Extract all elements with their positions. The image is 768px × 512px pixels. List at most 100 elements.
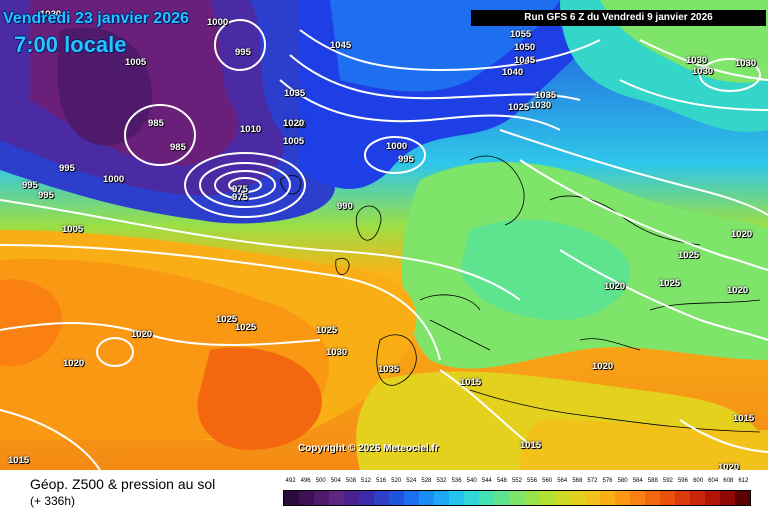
scale-swatch <box>299 491 315 505</box>
isobar-label: 1020 <box>718 462 740 473</box>
scale-tick: 492 <box>285 478 296 484</box>
scale-swatch <box>659 491 675 505</box>
scale-tick: 500 <box>315 478 326 484</box>
isobar-label: 1005 <box>125 57 147 68</box>
scale-swatch <box>524 491 540 505</box>
scale-tick: 516 <box>376 478 387 484</box>
isobar-label: 975 <box>232 184 248 195</box>
scale-swatch <box>359 491 375 505</box>
isobar-label: 995 <box>38 190 54 201</box>
isobar-label: 990 <box>337 201 353 212</box>
isobar-label: 1035 <box>284 119 306 130</box>
isobar-label: 1035 <box>284 88 306 99</box>
scale-tick: 508 <box>345 478 356 484</box>
scale-tick: 496 <box>300 478 311 484</box>
isobar-label: 1005 <box>62 224 84 235</box>
legend-title: Géop. Z500 & pression au sol <box>30 476 216 492</box>
scale-swatch <box>689 491 705 505</box>
scale-tick: 548 <box>496 478 507 484</box>
isobar-label: 1050 <box>514 42 536 53</box>
isobar-label: 1030 <box>530 100 552 111</box>
scale-tick: 536 <box>451 478 462 484</box>
scale-tick: 524 <box>406 478 417 484</box>
scale-swatch <box>449 491 465 505</box>
isobar-label: 1020 <box>63 358 85 369</box>
scale-swatch <box>374 491 390 505</box>
scale-tick: 592 <box>662 478 673 484</box>
isobar-label: 1015 <box>460 377 482 388</box>
scale-tick: 600 <box>693 478 704 484</box>
scale-tick: 540 <box>466 478 477 484</box>
isobar-label: 1025 <box>216 314 238 325</box>
isobar-label: 1020 <box>131 329 153 340</box>
color-scale: 492 496 500 504 508 512 516 520 524 528 532 536 540 5… <box>283 478 751 508</box>
isobar-label: 1025 <box>316 325 338 336</box>
scale-tick: 572 <box>587 478 598 484</box>
scale-swatch <box>704 491 720 505</box>
scale-tick: 532 <box>436 478 447 484</box>
scale-tick: 608 <box>723 478 734 484</box>
scale-swatch <box>404 491 420 505</box>
isobar-label: 985 <box>148 118 164 129</box>
isobar-label: 1045 <box>330 40 352 51</box>
isobar-label: 995 <box>22 180 38 191</box>
isobar-label: 1005 <box>283 136 305 147</box>
isobar-label: 1045 <box>514 55 536 66</box>
isobar-label: 1015 <box>8 455 30 466</box>
isobar-label: 1025 <box>678 250 700 261</box>
scale-swatch <box>539 491 555 505</box>
scale-swatch <box>644 491 660 505</box>
scale-swatch <box>344 491 360 505</box>
scale-swatches <box>283 490 751 506</box>
isobar-label: 1020 <box>727 285 749 296</box>
scale-tick: 584 <box>632 478 643 484</box>
scale-swatch <box>479 491 495 505</box>
scale-swatch <box>554 491 570 505</box>
scale-swatch <box>329 491 345 505</box>
isobar-label: 1020 <box>592 361 614 372</box>
scale-tick: 528 <box>421 478 432 484</box>
forecast-time: 7:00 locale <box>14 32 127 57</box>
scale-swatch <box>494 491 510 505</box>
scale-swatch <box>719 491 735 505</box>
scale-swatch <box>464 491 480 505</box>
isobar-label: 1030 <box>326 347 348 358</box>
isobar-label: 1000 <box>386 141 408 152</box>
map-graphic <box>0 0 768 470</box>
weather-map: 1000 1030 995 1005 1045 1055 1050 1045 1040 1030 1… <box>0 0 768 473</box>
scale-swatch <box>569 491 585 505</box>
scale-tick: 568 <box>572 478 583 484</box>
isobar-label: 985 <box>170 142 186 153</box>
isobar-label: 1030 <box>686 55 708 66</box>
isobar-label: 1020 <box>604 281 626 292</box>
isobar-label: 1040 <box>502 67 524 78</box>
isobar-label: 1020 <box>283 118 305 129</box>
legend-subtitle: (+ 336h) <box>30 494 76 508</box>
isobar-label: 995 <box>398 154 414 165</box>
scale-tick: 580 <box>617 478 628 484</box>
scale-tick: 596 <box>677 478 688 484</box>
scale-tick: 588 <box>647 478 658 484</box>
scale-swatch <box>434 491 450 505</box>
isobar-label: 1015 <box>733 413 755 424</box>
scale-tick: 576 <box>602 478 613 484</box>
isobar-label: 1025 <box>659 278 681 289</box>
scale-swatch <box>584 491 600 505</box>
isobar-label: 1035 <box>378 364 400 375</box>
scale-tick: 520 <box>391 478 402 484</box>
isobar-label: 995 <box>59 163 75 174</box>
scale-tick-labels: 492 496 500 504 508 512 516 520 524 528 532 536 540 5… <box>283 478 751 490</box>
scale-swatch <box>614 491 630 505</box>
scale-tick: 564 <box>557 478 568 484</box>
scale-tick: 604 <box>708 478 719 484</box>
isobar-label: 975 <box>232 192 248 203</box>
scale-tick: 504 <box>330 478 341 484</box>
scale-swatch <box>389 491 405 505</box>
isobar-label: 995 <box>235 47 251 58</box>
isobar-label: 1030 <box>692 66 714 77</box>
scale-swatch <box>599 491 615 505</box>
scale-swatch <box>629 491 645 505</box>
scale-swatch <box>419 491 435 505</box>
scale-swatch <box>284 491 300 505</box>
isobar-label: 1000 <box>207 17 229 28</box>
